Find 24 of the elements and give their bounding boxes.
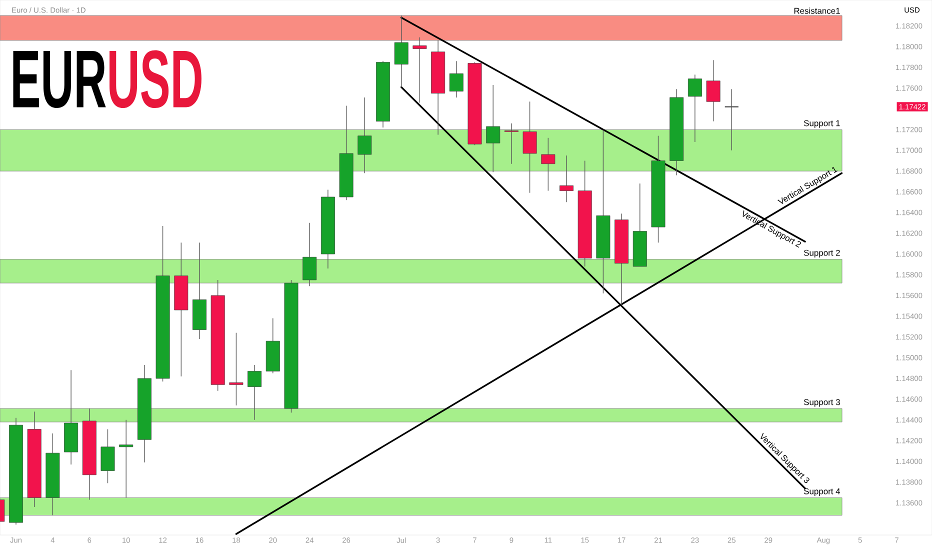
- candlestick: [706, 60, 720, 122]
- candlestick: [724, 88, 740, 151]
- band-label: Support 1: [804, 120, 840, 128]
- band-label: Support 4: [804, 488, 840, 496]
- candlestick: [229, 332, 244, 406]
- candlestick: [100, 428, 115, 484]
- candlestick: [119, 420, 134, 498]
- band-label: Support 3: [804, 399, 840, 407]
- candlestick: [486, 84, 500, 172]
- candlestick: [412, 36, 427, 103]
- candlestick: [394, 15, 408, 88]
- band-label: Resistance1: [794, 8, 840, 14]
- candlestick: [688, 74, 702, 142]
- band-label: Support 2: [804, 250, 840, 258]
- candlestick: [302, 222, 317, 287]
- candlestick: [449, 60, 464, 98]
- annotation: USD: [110, 50, 202, 108]
- candlestick: [560, 155, 574, 203]
- candlestick: [522, 101, 537, 194]
- candlestick: [358, 97, 372, 174]
- candlestick: [248, 364, 262, 420]
- candlestick: [541, 138, 556, 192]
- candlestick: [504, 123, 518, 164]
- annotation: EUR: [13, 51, 106, 108]
